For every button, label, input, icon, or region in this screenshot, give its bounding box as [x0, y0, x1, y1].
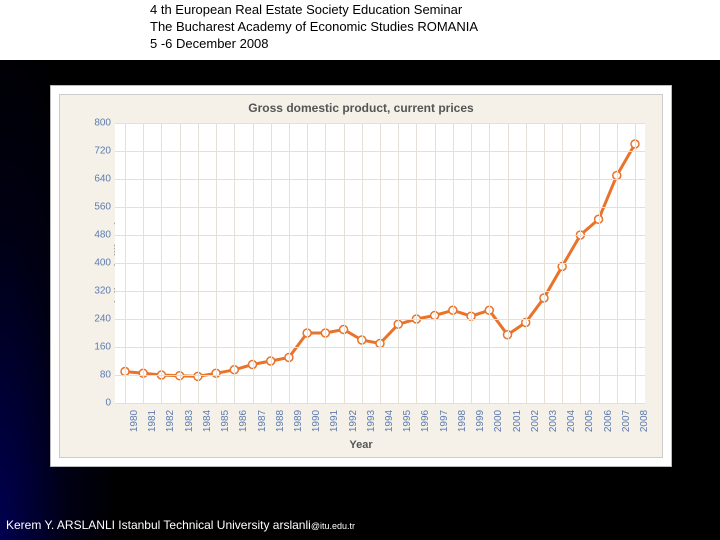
gridline-vertical	[508, 123, 509, 403]
x-tick: 1997	[435, 410, 450, 432]
gridline-vertical	[307, 123, 308, 403]
gridline-vertical	[544, 123, 545, 403]
x-tick: 1991	[325, 410, 340, 432]
header-line-3: 5 -6 December 2008	[150, 36, 478, 53]
gridline-vertical	[289, 123, 290, 403]
gridline-vertical	[234, 123, 235, 403]
x-tick: 2005	[580, 410, 595, 432]
x-tick: 2002	[526, 410, 541, 432]
x-tick: 2001	[508, 410, 523, 432]
x-tick: 1988	[271, 410, 286, 432]
gridline-vertical	[599, 123, 600, 403]
y-tick: 0	[105, 398, 115, 409]
gridline-vertical	[435, 123, 436, 403]
gridline-vertical	[526, 123, 527, 403]
gridline-vertical	[580, 123, 581, 403]
x-tick: 1992	[344, 410, 359, 432]
y-tick: 720	[94, 146, 115, 157]
x-tick: 2004	[562, 410, 577, 432]
gridline-vertical	[161, 123, 162, 403]
gridline-vertical	[271, 123, 272, 403]
gridline-vertical	[562, 123, 563, 403]
y-tick: 240	[94, 314, 115, 325]
gridline-vertical	[398, 123, 399, 403]
x-tick: 1983	[180, 410, 195, 432]
y-tick: 800	[94, 118, 115, 129]
gridline-vertical	[198, 123, 199, 403]
x-tick: 1995	[398, 410, 413, 432]
y-tick: 560	[94, 202, 115, 213]
y-tick: 400	[94, 258, 115, 269]
x-tick: 1993	[362, 410, 377, 432]
y-tick: 640	[94, 174, 115, 185]
chart-title: Gross domestic product, current prices	[60, 95, 662, 119]
gridline-vertical	[216, 123, 217, 403]
header-line-2: The Bucharest Academy of Economic Studie…	[150, 19, 478, 36]
x-tick: 1989	[289, 410, 304, 432]
x-tick: 1999	[471, 410, 486, 432]
x-tick: 1981	[143, 410, 158, 432]
x-tick: 1982	[161, 410, 176, 432]
x-tick: 2008	[635, 410, 650, 432]
gridline-vertical	[453, 123, 454, 403]
y-tick: 480	[94, 230, 115, 241]
x-tick: 1998	[453, 410, 468, 432]
x-tick: 1996	[416, 410, 431, 432]
x-tick: 1984	[198, 410, 213, 432]
y-tick: 160	[94, 342, 115, 353]
x-tick: 1994	[380, 410, 395, 432]
gridline-vertical	[362, 123, 363, 403]
x-tick: 1986	[234, 410, 249, 432]
x-tick: 2007	[617, 410, 632, 432]
x-tick: 1985	[216, 410, 231, 432]
gridline-vertical	[635, 123, 636, 403]
slide-footer: Kerem Y. ARSLANLI Istanbul Technical Uni…	[6, 518, 355, 532]
footer-author: Kerem Y. ARSLANLI Istanbul Technical Uni…	[6, 518, 311, 532]
x-tick: 2000	[489, 410, 504, 432]
gridline-vertical	[344, 123, 345, 403]
x-tick: 1987	[253, 410, 268, 432]
gridline-vertical	[125, 123, 126, 403]
gridline-vertical	[617, 123, 618, 403]
x-tick: 2006	[599, 410, 614, 432]
gridline-vertical	[489, 123, 490, 403]
x-tick: 2003	[544, 410, 559, 432]
gridline-vertical	[253, 123, 254, 403]
chart-panel: Gross domestic product, current prices U…	[50, 85, 672, 467]
gridline-vertical	[416, 123, 417, 403]
y-tick: 320	[94, 286, 115, 297]
gridline-vertical	[471, 123, 472, 403]
plot-area: 0801602403204004805606407208001980198119…	[115, 123, 645, 403]
gridline-horizontal	[115, 403, 645, 404]
gridline-vertical	[380, 123, 381, 403]
header-line-1: 4 th European Real Estate Society Educat…	[150, 2, 478, 19]
gridline-vertical	[325, 123, 326, 403]
slide-header: 4 th European Real Estate Society Educat…	[150, 2, 478, 53]
footer-email-suffix: @itu.edu.tr	[311, 521, 355, 531]
chart-inner-panel: Gross domestic product, current prices U…	[59, 94, 663, 458]
x-tick: 1990	[307, 410, 322, 432]
y-tick: 80	[100, 370, 115, 381]
gridline-vertical	[143, 123, 144, 403]
x-tick: 1980	[125, 410, 140, 432]
x-axis-label: Year	[349, 439, 372, 451]
gridline-vertical	[180, 123, 181, 403]
